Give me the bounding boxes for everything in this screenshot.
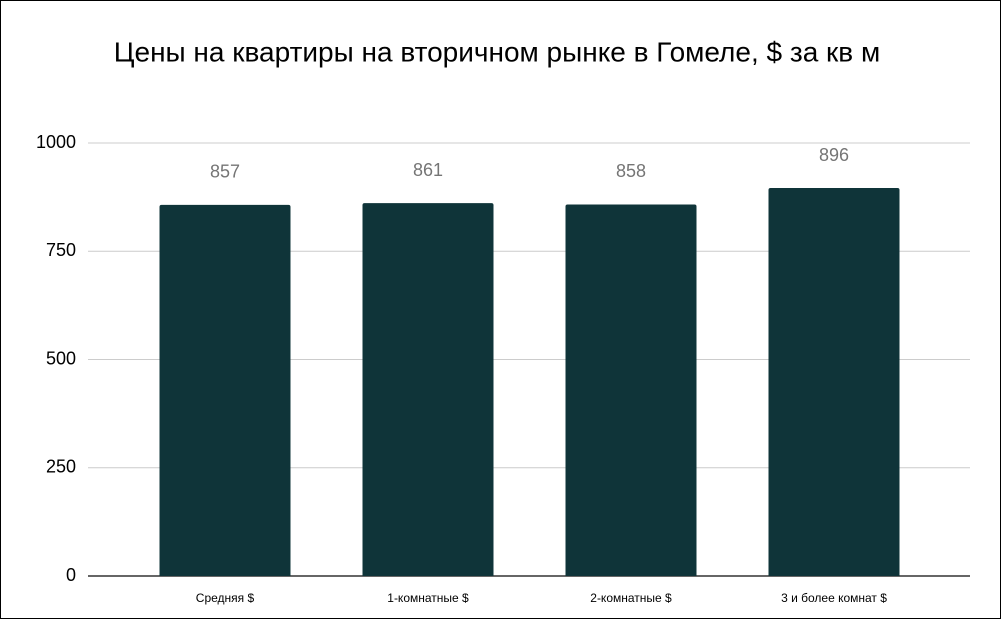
x-tick-label: 1-комнатные $ [387,591,469,605]
x-tick-label: Средняя $ [196,591,255,605]
bar [159,204,291,576]
y-tick-label: 500 [46,348,76,368]
value-label: 858 [616,161,646,181]
value-label: 857 [210,162,240,182]
y-tick-label: 1000 [36,132,76,152]
value-label: 861 [413,160,443,180]
y-tick-label: 250 [46,457,76,477]
y-tick-label: 0 [66,565,76,585]
x-tick-label: 2-комнатные $ [590,591,672,605]
value-label: 896 [819,145,849,165]
x-tick-label: 3 и более комнат $ [781,591,887,605]
bar [565,204,697,576]
chart-title: Цены на квартиры на вторичном рынке в Го… [114,36,880,67]
bar [362,203,494,576]
bar [768,188,900,577]
y-tick-label: 750 [46,240,76,260]
